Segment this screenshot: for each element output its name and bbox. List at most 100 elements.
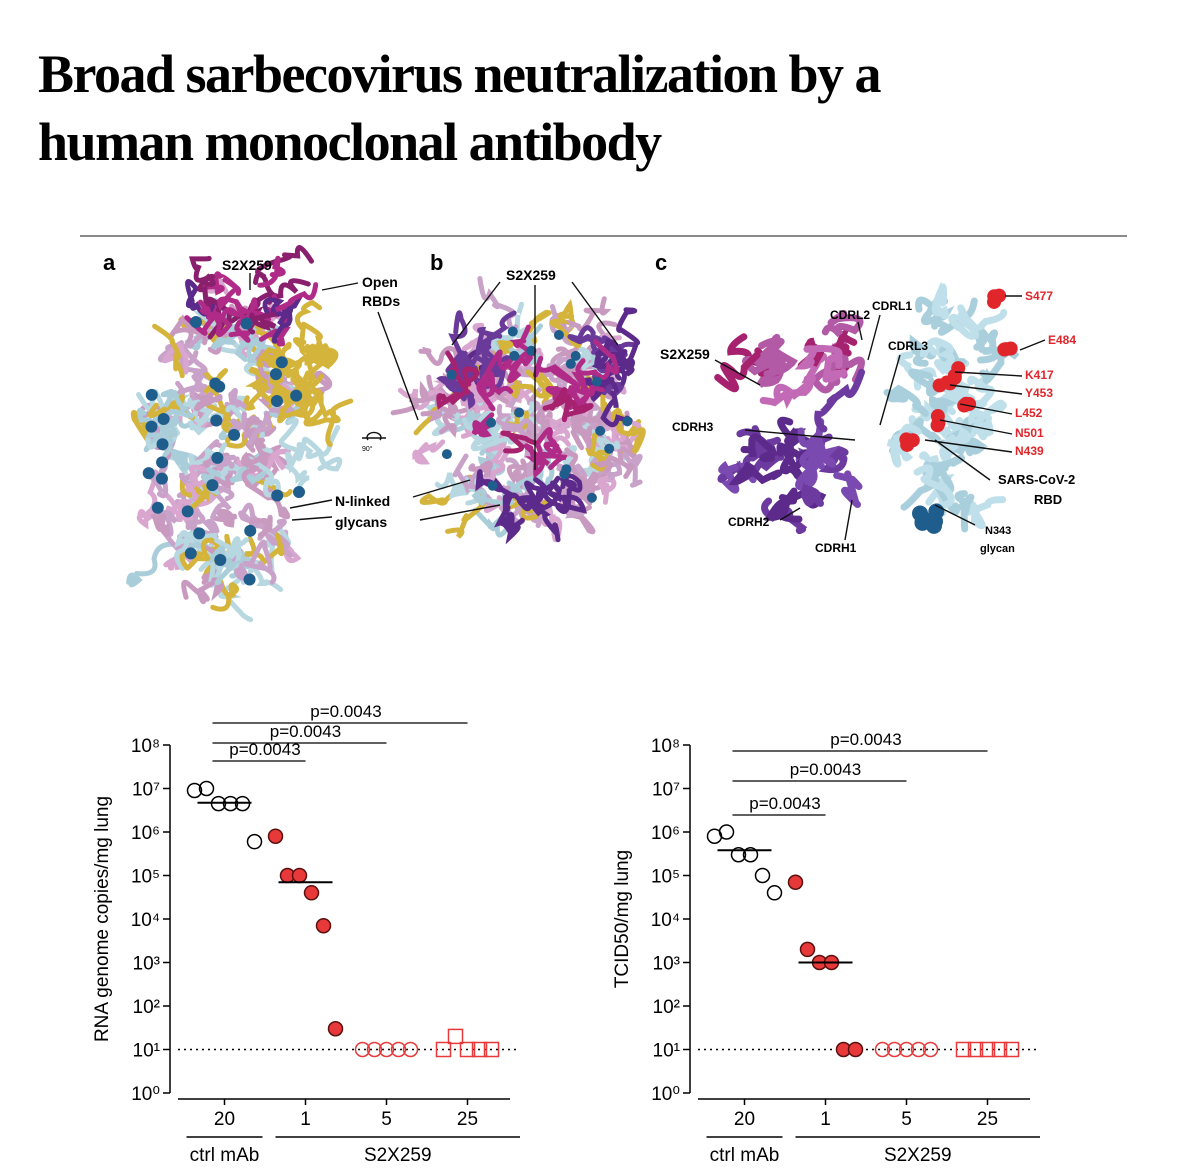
ribbon [179,537,215,571]
point [303,885,320,901]
point [718,824,735,840]
y-tick-label: 10⁷ [132,780,160,801]
y-tick-label: 10³ [133,954,160,975]
y-tick-label: 10⁵ [131,867,160,888]
sphere [561,464,572,475]
x-tick-label: 1 [820,1109,831,1130]
sphere [899,432,914,447]
ribbon [241,437,267,488]
ribbon [931,281,949,320]
label: glycans [335,514,387,530]
ribbon [818,446,849,474]
ribbon [162,341,189,375]
ribbon [728,462,783,486]
ribbon [932,337,955,375]
label: N343 [985,525,1011,537]
ribbon [187,481,218,512]
ribbon [274,282,319,313]
label: Open [362,274,398,290]
chart: 10⁰ 10¹ 10² 10³ 10⁴ 10⁵ 10⁶ 10⁷ 10⁸ TCID50/mg lun… [612,730,1040,1166]
leaders [714,295,1046,541]
label: RBD [1034,492,1062,507]
sphere [507,326,518,337]
point [390,1041,407,1058]
ribbon [883,384,929,417]
point [378,1041,395,1058]
residue-label: N501 [1015,426,1044,440]
ribbon [257,255,286,288]
sphere [156,438,169,451]
point [1003,1041,1020,1058]
point [799,941,816,958]
ribbon [210,508,239,528]
ribbon [500,430,538,454]
title-line: human monoclonal antibody [38,112,662,172]
ribbon [150,511,170,537]
ribbon [814,368,865,433]
charts: 10⁰ 10¹ 10² 10³ 10⁴ 10⁵ 10⁶ 10⁷ 10⁸ RNA genome co… [92,702,1040,1166]
ribbon [253,271,311,299]
ribbon [525,369,564,399]
point [327,1020,344,1037]
sphere [184,547,197,560]
sphere [930,418,945,433]
x-tick-label: 20 [214,1109,235,1130]
ribbon [242,539,277,585]
sphere [270,395,283,408]
group-label: S2X259 [884,1145,952,1166]
y-tick-label: 10² [653,997,680,1018]
ribbon [547,490,587,514]
point [246,833,263,850]
ribbon [794,344,843,370]
ribbon [960,399,1007,447]
ribbon [974,414,994,441]
sphere [586,492,597,503]
point [471,1041,488,1058]
ribbon [262,297,293,344]
y-tick-label: 10² [133,997,160,1018]
sphere [240,317,253,330]
point [267,828,284,844]
y-tick-label: 10⁴ [651,910,680,931]
sphere [486,417,497,428]
ribbon [536,427,563,457]
ribbon [755,337,785,368]
x-tick-label: 5 [901,1109,912,1130]
group-label: ctrl mAb [190,1145,260,1166]
sphere [293,486,306,499]
label: SARS-CoV-2 [998,472,1075,487]
ribbon [543,416,571,447]
sphere [992,288,1007,303]
y-tick-label: 10¹ [653,1041,680,1062]
ribbon [265,518,294,558]
ribbon [249,312,277,332]
leaders [412,281,619,521]
ribbon [616,307,641,368]
point [447,1028,464,1045]
ribbon [160,388,195,419]
point [459,1041,476,1058]
chart: 10⁰ 10¹ 10² 10³ 10⁴ 10⁵ 10⁶ 10⁷ 10⁸ RNA genome co… [92,702,520,1166]
sphere [275,356,288,369]
y-tick-label: 10⁸ [131,736,160,757]
ribbon [462,467,483,495]
sphere [193,527,206,540]
p-value: p=0.0043 [270,722,341,741]
point [955,1041,972,1058]
sphere [939,375,954,390]
ribbon [777,416,813,446]
rotation-icon [362,431,386,441]
ribbon [436,375,465,392]
point [967,1041,984,1058]
ribbon [247,410,273,445]
sphere [271,489,284,502]
ribbon [581,376,615,403]
ribbon [542,387,571,411]
ribbon [502,511,525,545]
x-tick-label: 20 [734,1109,755,1130]
ribbon [477,276,519,332]
ribbon [933,407,964,440]
residue-label: Y453 [1025,386,1053,400]
y-tick-label: 10⁴ [131,910,160,931]
ribbon [530,480,563,517]
